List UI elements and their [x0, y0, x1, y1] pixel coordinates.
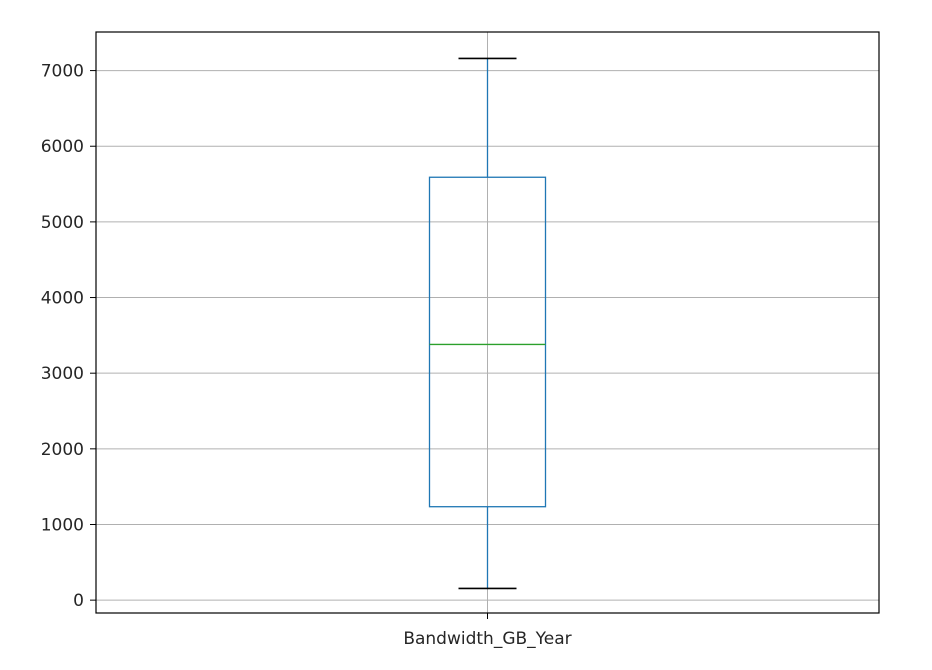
y-tick-label: 5000: [41, 213, 84, 233]
y-tick-label: 0: [73, 591, 84, 611]
x-axis: Bandwidth_GB_Year: [403, 613, 572, 649]
box-layer: [428, 57, 547, 590]
box-iqr: [428, 176, 547, 508]
y-tick-label: 1000: [41, 515, 84, 535]
y-tick-label: 2000: [41, 440, 84, 460]
y-axis: 0 1000 2000 3000 4000 5000 6000 7000: [41, 62, 96, 611]
y-tick-label: 3000: [41, 364, 84, 384]
grid-layer: [96, 32, 879, 613]
x-tick-label: Bandwidth_GB_Year: [403, 629, 571, 649]
y-tick-label: 7000: [41, 62, 84, 82]
y-tick-label: 4000: [41, 289, 84, 309]
y-tick-label: 6000: [41, 137, 84, 157]
